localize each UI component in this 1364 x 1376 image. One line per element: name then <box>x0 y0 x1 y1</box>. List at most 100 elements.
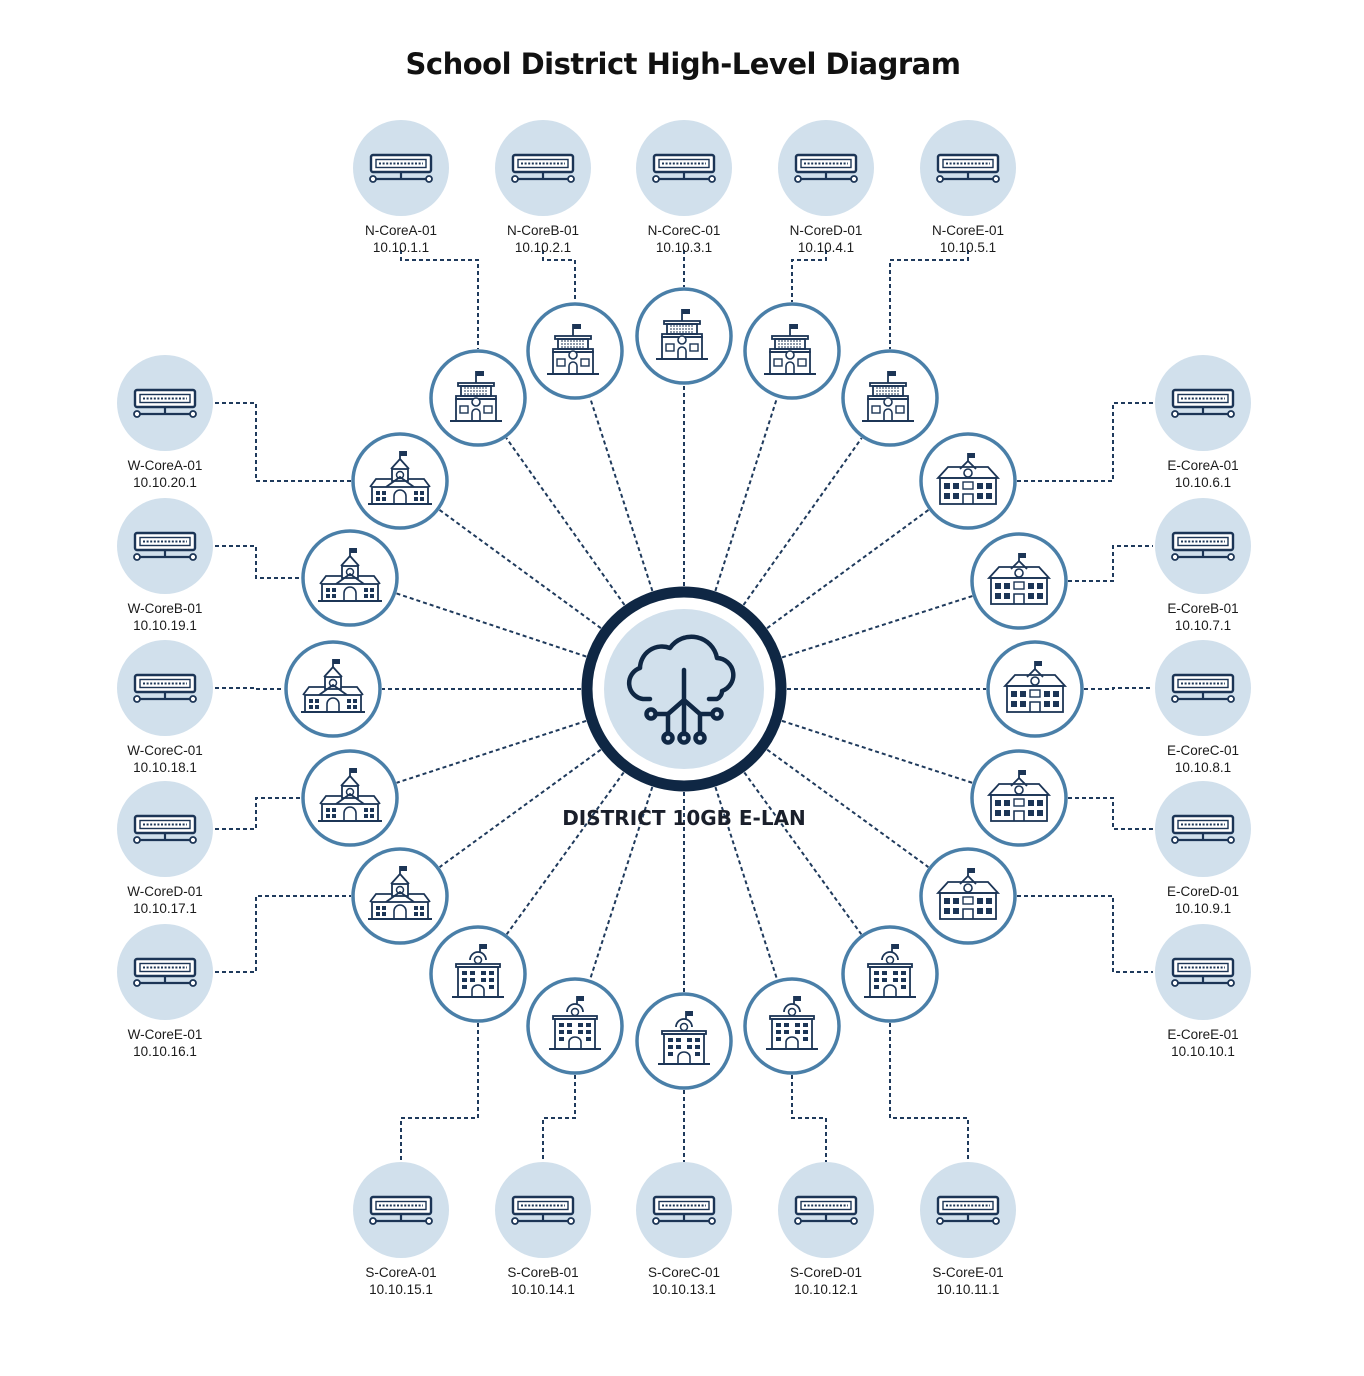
core-ip-label: 10.10.13.1 <box>652 1282 716 1297</box>
school-node[interactable] <box>526 977 624 1075</box>
hub-label: DISTRICT 10GB E-LAN <box>562 806 806 830</box>
hub-spoke <box>589 397 654 592</box>
uplink-connector <box>400 250 479 349</box>
school-node[interactable] <box>526 302 624 400</box>
core-ip-label: 10.10.4.1 <box>798 240 854 255</box>
core-name-label: N-CoreE-01 <box>932 223 1004 238</box>
core-switch-e-coree-01[interactable]: E-CoreE-01 10.10.10.1 <box>1155 924 1251 1059</box>
core-ip-label: 10.10.9.1 <box>1175 901 1231 916</box>
hub-spoke <box>438 509 602 629</box>
core-switch-n-corea-01[interactable]: N-CoreA-01 10.10.1.1 <box>353 120 449 255</box>
cloud-network-icon <box>626 634 736 745</box>
core-ip-label: 10.10.8.1 <box>1175 760 1231 775</box>
hub-spoke <box>396 720 587 784</box>
uplink-connector <box>791 1075 827 1162</box>
core-name-label: N-CoreD-01 <box>790 223 863 238</box>
core-name-label: W-CoreC-01 <box>127 743 203 758</box>
core-name-label: S-CoreA-01 <box>365 1265 436 1280</box>
core-switch-s-cored-01[interactable]: S-CoreD-01 10.10.12.1 <box>778 1162 874 1297</box>
school-node[interactable] <box>970 532 1068 630</box>
hub-spoke <box>396 592 587 658</box>
core-switch-w-coree-01[interactable]: W-CoreE-01 10.10.16.1 <box>117 924 213 1059</box>
uplink-connector <box>215 545 301 579</box>
core-switch-s-corec-01[interactable]: S-CoreC-01 10.10.13.1 <box>636 1162 732 1297</box>
core-ip-label: 10.10.15.1 <box>369 1282 433 1297</box>
uplink-connector <box>400 1023 479 1162</box>
school-node[interactable] <box>429 925 527 1023</box>
core-switch-n-cored-01[interactable]: N-CoreD-01 10.10.4.1 <box>778 120 874 255</box>
uplink-connector <box>1068 545 1153 582</box>
school-node[interactable] <box>284 640 382 738</box>
school-node[interactable] <box>841 925 939 1023</box>
hub-spoke <box>589 786 654 980</box>
core-name-label: W-CoreB-01 <box>128 601 203 616</box>
school-node[interactable] <box>841 349 939 447</box>
core-switch-s-coree-01[interactable]: S-CoreE-01 10.10.11.1 <box>920 1162 1016 1297</box>
school-node[interactable] <box>301 529 399 627</box>
core-name-label: W-CoreA-01 <box>128 458 203 473</box>
core-name-label: S-CoreC-01 <box>648 1265 720 1280</box>
core-ip-label: 10.10.6.1 <box>1175 475 1231 490</box>
core-name-label: E-CoreD-01 <box>1167 884 1239 899</box>
district-elan-hub[interactable] <box>581 586 787 792</box>
page-title: School District High-Level Diagram <box>406 47 961 81</box>
uplink-connector <box>889 1023 969 1162</box>
uplink-connector <box>542 250 576 302</box>
uplink-connector <box>215 797 301 830</box>
network-switch-icon <box>935 1195 1001 1226</box>
core-switch-s-corea-01[interactable]: S-CoreA-01 10.10.15.1 <box>353 1162 449 1297</box>
school-node[interactable] <box>635 992 733 1090</box>
school-node[interactable] <box>986 640 1084 738</box>
hub-spoke <box>714 786 778 980</box>
core-switch-n-coreb-01[interactable]: N-CoreB-01 10.10.2.1 <box>495 120 591 255</box>
school-node[interactable] <box>919 432 1017 530</box>
school-node[interactable] <box>743 977 841 1075</box>
core-name-label: E-CoreA-01 <box>1167 458 1238 473</box>
core-name-label: W-CoreE-01 <box>128 1027 203 1042</box>
hub-spoke <box>505 771 625 935</box>
network-switch-icon <box>132 673 198 704</box>
core-name-label: N-CoreB-01 <box>507 223 579 238</box>
school-node[interactable] <box>351 432 449 530</box>
school-node[interactable] <box>429 349 527 447</box>
core-switch-e-cored-01[interactable]: E-CoreD-01 10.10.9.1 <box>1155 781 1251 916</box>
uplink-connector <box>1068 797 1153 830</box>
school-node[interactable] <box>635 287 733 385</box>
core-switch-e-coreb-01[interactable]: E-CoreB-01 10.10.7.1 <box>1155 498 1251 633</box>
core-name-label: S-CoreB-01 <box>507 1265 578 1280</box>
hub-spoke <box>742 437 863 606</box>
network-switch-icon <box>1170 673 1236 704</box>
school-sites <box>284 287 1084 1090</box>
uplink-connector <box>215 687 284 690</box>
hub-spoke <box>781 595 973 659</box>
core-ip-label: 10.10.17.1 <box>133 901 197 916</box>
core-ip-label: 10.10.18.1 <box>133 760 197 775</box>
network-switch-icon <box>651 153 717 184</box>
uplink-connector <box>215 895 351 973</box>
network-switch-icon <box>510 153 576 184</box>
school-node[interactable] <box>919 847 1017 945</box>
core-name-label: W-CoreD-01 <box>127 884 203 899</box>
core-ip-label: 10.10.14.1 <box>511 1282 575 1297</box>
uplink-connector <box>1017 402 1153 482</box>
core-name-label: E-CoreB-01 <box>1167 601 1238 616</box>
core-switch-w-corea-01[interactable]: W-CoreA-01 10.10.20.1 <box>117 355 213 490</box>
school-node[interactable] <box>743 302 841 400</box>
core-switch-n-corec-01[interactable]: N-CoreC-01 10.10.3.1 <box>636 120 732 255</box>
core-switch-w-coreb-01[interactable]: W-CoreB-01 10.10.19.1 <box>117 498 213 633</box>
core-switch-n-coree-01[interactable]: N-CoreE-01 10.10.5.1 <box>920 120 1016 255</box>
school-node[interactable] <box>970 749 1068 847</box>
core-ip-label: 10.10.5.1 <box>940 240 996 255</box>
school-node[interactable] <box>301 749 399 847</box>
uplink-connector <box>1017 895 1153 973</box>
core-switch-s-coreb-01[interactable]: S-CoreB-01 10.10.14.1 <box>495 1162 591 1297</box>
core-switch-w-cored-01[interactable]: W-CoreD-01 10.10.17.1 <box>117 781 213 916</box>
core-switch-e-corea-01[interactable]: E-CoreA-01 10.10.6.1 <box>1155 355 1251 490</box>
core-switch-e-corec-01[interactable]: E-CoreC-01 10.10.8.1 <box>1155 640 1251 775</box>
core-switch-w-corec-01[interactable]: W-CoreC-01 10.10.18.1 <box>117 640 213 775</box>
core-ip-label: 10.10.20.1 <box>133 475 197 490</box>
core-ip-label: 10.10.10.1 <box>1171 1044 1235 1059</box>
school-node[interactable] <box>351 847 449 945</box>
core-name-label: S-CoreE-01 <box>932 1265 1003 1280</box>
